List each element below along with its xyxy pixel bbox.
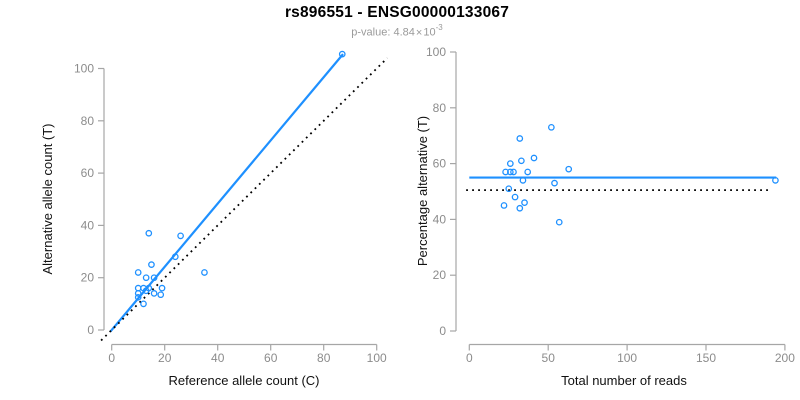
percentage-scatter: 0 50 100 150 200 0 20 40 60 80 100 Total number of … bbox=[415, 45, 795, 388]
data-point bbox=[134, 293, 142, 301]
data-point bbox=[134, 290, 142, 297]
data-point bbox=[506, 168, 514, 176]
data-point bbox=[177, 232, 184, 240]
data-point bbox=[510, 168, 517, 176]
y-axis-title: Percentage alternative (T) bbox=[415, 116, 430, 266]
data-point bbox=[338, 50, 346, 58]
p-value-exponent: -3 bbox=[435, 23, 443, 32]
x-axis-title: Total number of reads bbox=[561, 373, 687, 388]
x-tick-label: 150 bbox=[696, 351, 716, 365]
x-tick-label: 100 bbox=[367, 351, 387, 365]
y-tick-label: 0 bbox=[87, 323, 94, 337]
x-tick-label: 60 bbox=[264, 351, 278, 365]
data-point bbox=[148, 261, 155, 268]
p-value-base: 10 bbox=[423, 26, 436, 39]
data-point bbox=[142, 274, 150, 282]
data-point bbox=[516, 204, 524, 212]
data-point bbox=[506, 160, 514, 167]
data-point bbox=[511, 193, 519, 201]
y-tick-label: 0 bbox=[439, 324, 446, 338]
data-point bbox=[158, 284, 166, 292]
y-tick-label: 60 bbox=[433, 157, 447, 171]
data-point bbox=[521, 199, 528, 207]
y-tick-label: 80 bbox=[81, 114, 95, 128]
x-tick-label: 80 bbox=[317, 351, 331, 365]
data-point bbox=[150, 290, 158, 297]
y-tick-label: 100 bbox=[426, 45, 446, 59]
data-point bbox=[500, 202, 508, 209]
data-point bbox=[171, 253, 179, 261]
multiply-sign: × bbox=[415, 26, 423, 39]
x-axis-title: Reference allele count (C) bbox=[168, 373, 319, 388]
y-tick-label: 80 bbox=[433, 101, 447, 115]
data-point bbox=[565, 165, 573, 173]
data-point bbox=[201, 269, 208, 276]
data-point bbox=[134, 269, 142, 276]
y-tick-label: 40 bbox=[81, 218, 95, 232]
x-tick-label: 0 bbox=[108, 351, 115, 365]
x-tick-label: 50 bbox=[542, 351, 556, 365]
data-point bbox=[551, 179, 558, 187]
data-point bbox=[142, 287, 150, 295]
x-tick-label: 0 bbox=[466, 351, 473, 365]
data-point bbox=[518, 157, 525, 165]
y-tick-label: 60 bbox=[81, 166, 95, 180]
data-point bbox=[145, 229, 153, 237]
x-tick-label: 200 bbox=[775, 351, 795, 365]
y-tick-label: 20 bbox=[81, 271, 95, 285]
y-axis-title: Alternative allele count (T) bbox=[40, 123, 55, 274]
x-tick-label: 40 bbox=[211, 351, 225, 365]
data-point bbox=[157, 291, 165, 299]
data-point bbox=[505, 185, 513, 193]
allele-counts-scatter: 0 20 40 60 80 100 0 20 40 60 80 100 Reference allele… bbox=[40, 50, 388, 388]
figure-subtitle: p-value: 4.84×10-3 bbox=[0, 23, 794, 39]
figure-title: rs896551 - ENSG00000133067 bbox=[284, 4, 510, 21]
data-point bbox=[524, 168, 532, 176]
x-tick-label: 20 bbox=[158, 351, 172, 365]
y-tick-label: 100 bbox=[74, 62, 94, 76]
data-point bbox=[516, 135, 524, 142]
y-tick-label: 40 bbox=[433, 212, 447, 226]
p-value-label: p-value: bbox=[351, 26, 394, 39]
data-point bbox=[772, 176, 779, 184]
x-tick-label: 100 bbox=[617, 351, 637, 365]
identity-line bbox=[100, 57, 388, 342]
y-tick-label: 20 bbox=[433, 268, 447, 282]
data-point bbox=[548, 123, 555, 131]
data-point bbox=[530, 154, 538, 162]
data-point bbox=[555, 218, 563, 226]
data-point bbox=[140, 300, 147, 308]
data-point bbox=[519, 176, 527, 184]
data-point bbox=[150, 274, 158, 282]
data-point bbox=[502, 168, 509, 176]
p-value-mantissa: 4.84 bbox=[393, 26, 415, 39]
